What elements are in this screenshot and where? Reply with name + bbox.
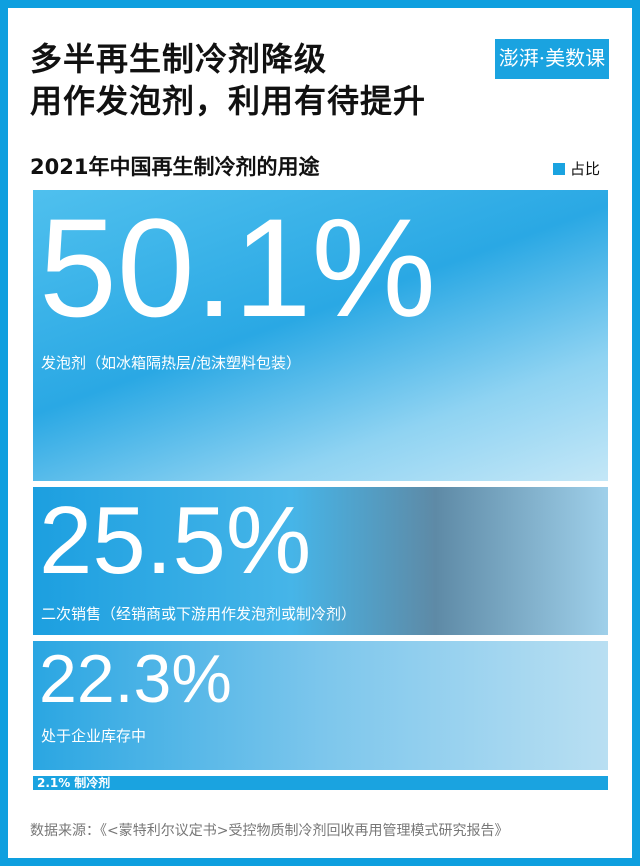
page-title: 多半再生制冷剂降级 用作发泡剂，利用有待提升 [30,38,426,122]
bar-segment: 22.3% 处于企业库存中 [33,641,608,770]
category-label: 发泡剂（如冰箱隔热层/泡沫塑料包装） [41,354,302,372]
legend-swatch [553,162,565,175]
chart-title: 2021年中国再生制冷剂的用途 [30,155,320,179]
bar-segment: 50.1% 发泡剂（如冰箱隔热层/泡沫塑料包装） [33,190,608,481]
bar-segment: 2.1% 制冷剂 [33,776,608,790]
value-label: 25.5% [39,487,312,594]
logo: 澎湃·美数课 [495,39,609,79]
value-label: 22.3% [39,641,232,717]
legend-label: 占比 [570,160,601,178]
value-label: 2.1% [37,776,71,790]
category-label: 制冷剂 [74,776,111,790]
legend: 占比 [553,158,600,179]
value-label: 50.1% [39,190,436,346]
category-label: 二次销售（经销商或下游用作发泡剂或制冷剂） [41,605,357,623]
title-line-1: 多半再生制冷剂降级 [30,40,328,78]
source-note: 数据来源：《<蒙特利尔议定书>受控物质制冷剂回收再用管理模式研究报告》 [30,823,509,839]
title-line-2: 用作发泡剂，利用有待提升 [30,82,427,120]
card: 多半再生制冷剂降级 用作发泡剂，利用有待提升 澎湃·美数课 2021年中国再生制… [8,8,632,858]
category-label: 处于企业库存中 [41,727,147,745]
bar-segment: 25.5% 二次销售（经销商或下游用作发泡剂或制冷剂） [33,487,608,635]
